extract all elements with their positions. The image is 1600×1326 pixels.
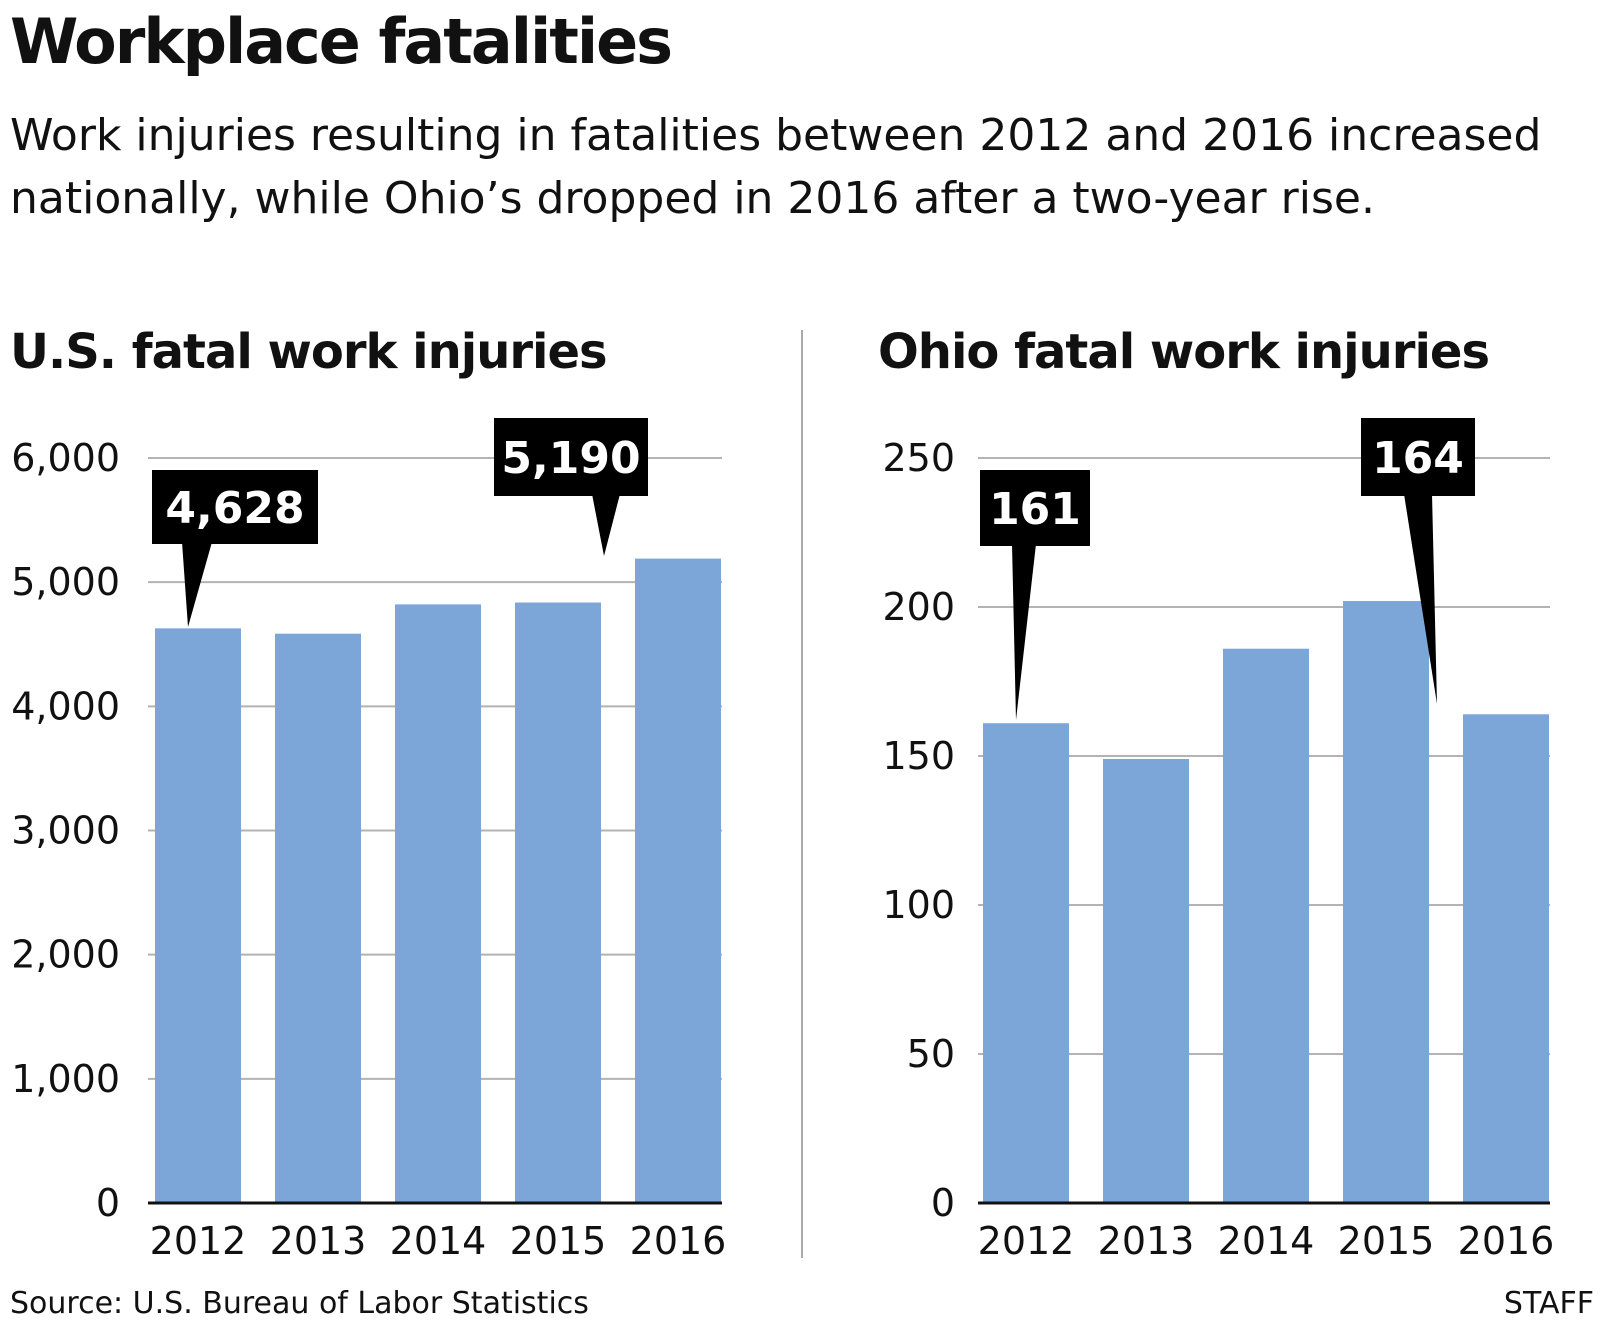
us-y-tick-label: 5,000 bbox=[11, 560, 120, 604]
us-bar-2013 bbox=[275, 633, 361, 1203]
ohio-x-tick-label: 2016 bbox=[1458, 1219, 1555, 1263]
us-x-tick-label: 2012 bbox=[150, 1219, 247, 1263]
ohio-x-tick-label: 2014 bbox=[1218, 1219, 1315, 1263]
page-subtitle: Work injuries resulting in fatalities be… bbox=[10, 110, 1542, 224]
us-chart-title: U.S. fatal work injuries bbox=[10, 324, 607, 380]
us-y-tick-label: 4,000 bbox=[11, 684, 120, 728]
us-y-tick-label: 3,000 bbox=[11, 809, 120, 853]
ohio-x-tick-label: 2015 bbox=[1338, 1219, 1435, 1263]
ohio-chart: Ohio fatal work injuries 0 50 100 150 200 250 2… bbox=[878, 324, 1554, 1263]
ohio-chart-title: Ohio fatal work injuries bbox=[878, 324, 1489, 380]
ohio-y-tick-label: 250 bbox=[882, 436, 955, 480]
ohio-callout-box bbox=[1361, 418, 1475, 496]
us-bar-2016 bbox=[635, 558, 721, 1203]
ohio-x-tick-label: 2013 bbox=[1098, 1219, 1195, 1263]
staff-credit: STAFF bbox=[1503, 1286, 1594, 1321]
ohio-callout-label: 161 bbox=[989, 484, 1081, 535]
page-title: Workplace fatalities bbox=[10, 5, 673, 78]
ohio-bar-2012 bbox=[983, 723, 1069, 1203]
source-note: Source: U.S. Bureau of Labor Statistics bbox=[10, 1286, 589, 1321]
us-y-tick-label: 0 bbox=[96, 1181, 120, 1225]
us-callout-label: 4,628 bbox=[165, 483, 304, 534]
ohio-bar-2015 bbox=[1343, 601, 1429, 1203]
us-callout-pointer bbox=[592, 494, 620, 556]
ohio-callout-pointer bbox=[1012, 544, 1036, 720]
us-y-tick-label: 6,000 bbox=[11, 436, 120, 480]
us-bar-2015 bbox=[515, 602, 601, 1203]
ohio-y-tick-label: 200 bbox=[882, 585, 955, 629]
ohio-y-tick-label: 50 bbox=[907, 1032, 955, 1076]
us-x-tick-label: 2015 bbox=[510, 1219, 607, 1263]
ohio-y-tick-label: 100 bbox=[882, 883, 955, 927]
us-chart: U.S. fatal work injuries 0 1,000 2,000 3,000… bbox=[10, 324, 726, 1263]
ohio-x-tick-label: 2012 bbox=[978, 1219, 1075, 1263]
us-callout-pointer bbox=[182, 542, 212, 627]
us-x-tick-label: 2014 bbox=[390, 1219, 487, 1263]
ohio-callout-pointer bbox=[1404, 494, 1437, 704]
us-x-tick-label: 2013 bbox=[270, 1219, 367, 1263]
us-y-tick-label: 2,000 bbox=[11, 933, 120, 977]
ohio-callout-label: 164 bbox=[1372, 433, 1464, 484]
ohio-y-tick-label: 150 bbox=[882, 734, 955, 778]
ohio-bar-2013 bbox=[1103, 758, 1189, 1203]
us-callout-label: 5,190 bbox=[501, 433, 640, 484]
us-callout-box bbox=[494, 418, 648, 496]
us-callout-box bbox=[152, 470, 318, 544]
chart-divider bbox=[801, 330, 803, 1258]
ohio-bar-2016 bbox=[1463, 714, 1549, 1203]
us-bar-2014 bbox=[395, 604, 481, 1203]
ohio-bar-2014 bbox=[1223, 648, 1309, 1203]
us-y-tick-label: 1,000 bbox=[11, 1057, 120, 1101]
ohio-callout-box bbox=[980, 470, 1090, 546]
us-bar-2012 bbox=[155, 628, 241, 1203]
ohio-y-tick-label: 0 bbox=[931, 1181, 955, 1225]
us-x-tick-label: 2016 bbox=[630, 1219, 727, 1263]
